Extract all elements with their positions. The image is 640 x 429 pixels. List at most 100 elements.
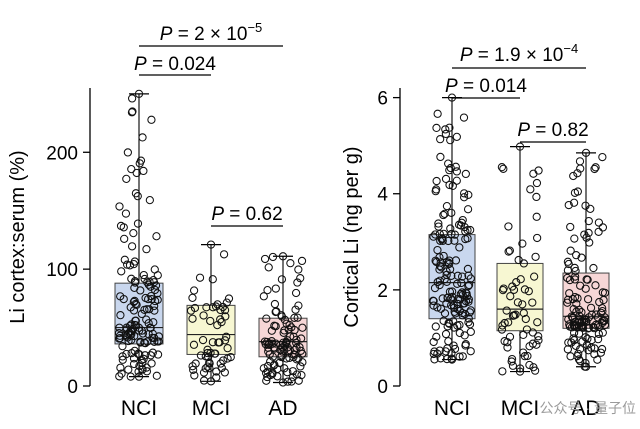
data-point [149, 318, 158, 327]
data-point [208, 303, 218, 312]
p-symbol: P [134, 54, 147, 75]
data-point [587, 310, 596, 319]
data-point [263, 367, 272, 376]
data-point [224, 294, 234, 303]
x-tick-label-nci: NCI [434, 397, 470, 420]
data-point [519, 330, 528, 340]
data-point [128, 107, 137, 116]
data-point [528, 298, 537, 307]
data-point [441, 125, 450, 134]
data-point [531, 252, 540, 261]
data-point [512, 278, 521, 287]
data-point [570, 275, 580, 284]
data-point [533, 233, 542, 243]
data-point [504, 222, 513, 231]
data-point [448, 292, 457, 302]
data-point [262, 314, 271, 323]
data-point [447, 271, 456, 280]
data-point [151, 281, 161, 290]
data-point [285, 353, 294, 363]
data-point [518, 239, 527, 248]
data-point [518, 348, 528, 357]
data-point [566, 246, 575, 255]
data-point [220, 306, 230, 315]
data-point [440, 209, 449, 218]
data-point [506, 292, 515, 301]
p-symbol: P [160, 24, 173, 45]
data-point [283, 336, 292, 345]
data-point [534, 166, 543, 175]
data-point [521, 314, 530, 324]
y-tick-label: 4 [377, 185, 388, 206]
data-point [569, 328, 579, 337]
data-point [279, 338, 288, 347]
data-point [533, 318, 542, 327]
data-point [130, 277, 140, 286]
data-point [226, 352, 235, 362]
data-point [581, 148, 591, 158]
data-point [263, 285, 272, 295]
data-point [445, 180, 454, 190]
data-point [528, 328, 537, 337]
data-point [129, 359, 139, 369]
data-point [583, 295, 593, 304]
data-point [270, 299, 280, 309]
data-point [436, 152, 445, 162]
data-point [118, 355, 127, 364]
data-point [126, 372, 135, 381]
data-point [432, 176, 441, 186]
watermark-text: 公众号 · 量子位 [540, 400, 636, 416]
data-point [271, 284, 280, 293]
data-point [294, 265, 303, 274]
data-point [216, 359, 225, 368]
data-point [206, 240, 216, 249]
data-point [584, 323, 594, 333]
data-point [447, 349, 456, 358]
data-point [449, 317, 458, 326]
data-point [285, 346, 294, 355]
data-point [564, 338, 573, 347]
data-point [455, 328, 464, 338]
data-point [464, 314, 473, 323]
data-point [429, 337, 438, 347]
data-point [150, 265, 159, 274]
p-value-label: P = 0.62 [211, 204, 282, 225]
data-point [519, 308, 528, 318]
data-point [189, 286, 199, 295]
data-point [569, 304, 578, 314]
data-point [293, 313, 302, 322]
data-point [434, 222, 443, 231]
data-point [509, 311, 519, 320]
data-point [286, 259, 295, 268]
data-point [572, 251, 581, 260]
data-point [115, 372, 124, 381]
data-point [591, 163, 600, 172]
data-point [294, 354, 303, 363]
panel-li-cortex-serum: 0 100 200 Li cortex:serum (%) NCI MCI AD P = 2 … [7, 20, 308, 420]
data-point [127, 242, 137, 251]
data-point [563, 257, 573, 266]
data-point [578, 337, 587, 346]
data-point [123, 333, 132, 342]
data-point [532, 340, 541, 349]
data-point [195, 273, 205, 282]
data-point [444, 337, 453, 346]
data-point [432, 123, 441, 133]
data-point [131, 189, 141, 198]
data-point [563, 298, 572, 307]
data-point [436, 135, 445, 144]
data-point [288, 373, 297, 382]
data-point [297, 256, 307, 266]
data-point [260, 254, 270, 264]
data-point [577, 253, 586, 262]
data-point [452, 167, 462, 176]
data-point [513, 298, 523, 307]
data-point [142, 315, 151, 324]
data-point [579, 317, 589, 326]
data-point [436, 258, 445, 267]
data-point [464, 271, 473, 280]
data-point [221, 312, 230, 321]
data-point [459, 189, 469, 198]
data-point [532, 192, 541, 202]
